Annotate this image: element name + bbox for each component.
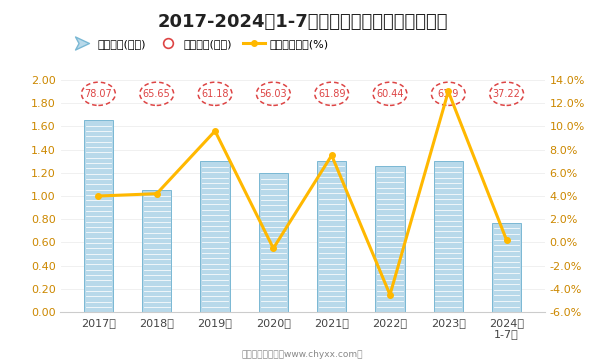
Bar [492, 223, 521, 312]
Text: 60.44: 60.44 [376, 89, 404, 99]
Bar [375, 166, 405, 312]
Bar [434, 162, 463, 312]
Bar [259, 173, 288, 312]
Text: 61.89: 61.89 [318, 89, 345, 99]
Bar [200, 162, 230, 312]
Legend: 累计产量(亿吨), 日均产量(万吨), 产量累计增长(%): 累计产量(亿吨), 日均产量(万吨), 产量累计增长(%) [66, 34, 333, 53]
Text: 61.18: 61.18 [201, 89, 229, 99]
Text: 2017-2024年1-7月贵州省原煮累计产量统计图: 2017-2024年1-7月贵州省原煮累计产量统计图 [157, 13, 448, 31]
Text: 制图：智研咋询（www.chyxx.com）: 制图：智研咋询（www.chyxx.com） [242, 350, 363, 359]
Text: 37.22: 37.22 [492, 89, 520, 99]
Bar [142, 190, 171, 312]
Text: 61.9: 61.9 [437, 89, 459, 99]
Bar [84, 121, 113, 312]
Text: 78.07: 78.07 [85, 89, 113, 99]
Text: 56.03: 56.03 [260, 89, 287, 99]
Text: 65.65: 65.65 [143, 89, 171, 99]
Bar [317, 161, 346, 312]
